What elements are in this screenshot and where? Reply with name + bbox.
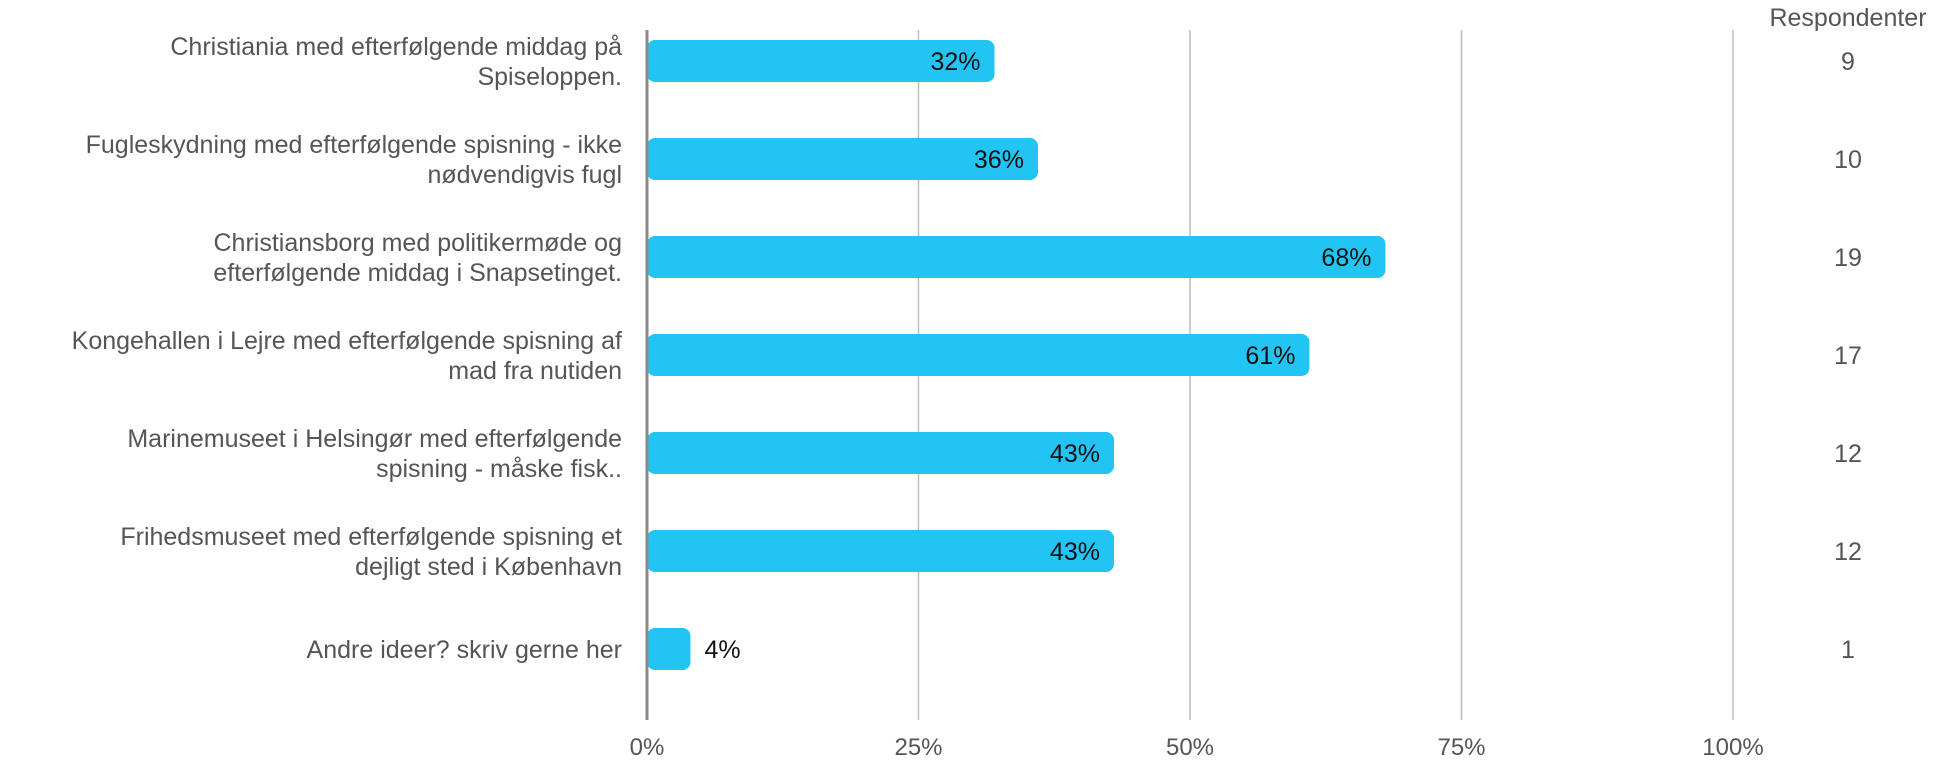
category-label: dejligt sted i København: [355, 553, 622, 581]
x-tick-label: 25%: [894, 734, 942, 761]
category-label: efterfølgende middag i Snapsetinget.: [213, 259, 622, 287]
x-tick-label: 0%: [630, 734, 665, 761]
bar: [647, 530, 1114, 572]
x-tick-label: 75%: [1437, 734, 1485, 761]
bar-value-label: 32%: [930, 48, 980, 76]
category-label: mad fra nutiden: [448, 357, 622, 385]
bar-value-label: 43%: [1050, 440, 1100, 468]
bar: [647, 40, 995, 82]
category-label: Christiania med efterfølgende middag på: [170, 33, 622, 61]
respondent-count: 19: [1834, 244, 1862, 272]
x-tick-label: 100%: [1702, 734, 1763, 761]
label-layer: 0% 25% 50% 75% 100% Respondenter 32% Christiani…: [72, 4, 1927, 761]
bar: [647, 628, 691, 670]
respondent-count: 12: [1834, 538, 1862, 566]
category-label: spisning - måske fisk..: [376, 455, 622, 483]
bar-value-label: 43%: [1050, 538, 1100, 566]
bar: [647, 236, 1386, 278]
bar-value-label: 61%: [1245, 342, 1295, 370]
category-label: Andre ideer? skriv gerne her: [307, 636, 622, 664]
category-label: Fugleskydning med efterfølgende spisning…: [86, 131, 622, 159]
respondent-count: 10: [1834, 146, 1862, 174]
bar-value-label: 4%: [704, 636, 740, 664]
category-label: Spiseloppen.: [477, 63, 622, 91]
respondent-count: 1: [1841, 636, 1855, 664]
category-label: Marinemuseet i Helsingør med efterfølgen…: [127, 425, 622, 453]
category-label: Frihedsmuseet med efterfølgende spisning…: [120, 523, 622, 551]
respondent-count: 9: [1841, 48, 1855, 76]
x-tick-label: 50%: [1166, 734, 1214, 761]
category-label: Christiansborg med politikermøde og: [213, 229, 622, 257]
category-label: Kongehallen i Lejre med efterfølgende sp…: [72, 327, 622, 355]
bar-value-label: 36%: [974, 146, 1024, 174]
bar: [647, 432, 1114, 474]
respondent-count: 12: [1834, 440, 1862, 468]
bar-layer: [647, 40, 1386, 670]
bar: [647, 138, 1038, 180]
category-label: nødvendigvis fugl: [427, 161, 622, 189]
respondent-count: 17: [1834, 342, 1862, 370]
respondents-header: Respondenter: [1769, 4, 1926, 32]
bar-value-label: 68%: [1321, 244, 1371, 272]
bar: [647, 334, 1310, 376]
